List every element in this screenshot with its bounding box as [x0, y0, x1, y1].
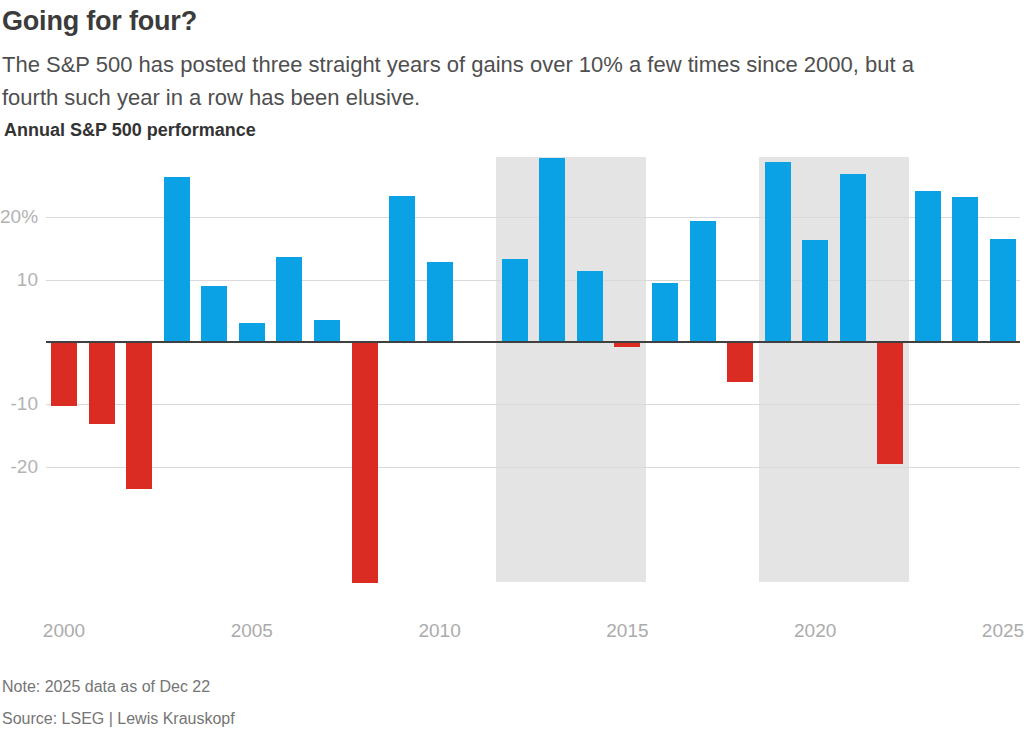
gridline-20 — [46, 217, 1020, 218]
bar-2002 — [126, 343, 152, 489]
y-tick-label-20: 20% — [0, 207, 38, 227]
gridline-10 — [46, 280, 1020, 281]
bar-2016 — [652, 283, 678, 342]
y-tick-label-10: 10 — [0, 270, 38, 290]
bar-2007 — [314, 320, 340, 342]
bar-2025 — [990, 239, 1016, 342]
x-tick-label-2020: 2020 — [770, 620, 860, 642]
bar-2022 — [877, 343, 903, 464]
bar-2021 — [840, 174, 866, 342]
bar-2000 — [51, 343, 77, 406]
gridline--10 — [46, 404, 1020, 405]
bar-2009 — [389, 196, 415, 343]
chart-figure: Going for four? The S&P 500 has posted t… — [0, 0, 1024, 733]
chart-title: Going for four? — [2, 6, 197, 37]
plot-area — [46, 155, 1020, 582]
gridline--20 — [46, 467, 1020, 468]
bar-2006 — [276, 257, 302, 342]
bar-2012 — [502, 259, 528, 343]
bar-2014 — [577, 271, 603, 342]
bar-2020 — [802, 240, 828, 342]
y-tick-label--20: -20 — [0, 457, 38, 477]
chart-axis-heading: Annual S&P 500 performance — [4, 120, 256, 141]
x-tick-label-2005: 2005 — [207, 620, 297, 642]
bar-2018 — [727, 343, 753, 382]
bar-2004 — [201, 286, 227, 342]
chart-note: Note: 2025 data as of Dec 22 — [2, 678, 210, 696]
highlight-band-1 — [496, 157, 646, 582]
chart-source: Source: LSEG | Lewis Krauskopf — [2, 710, 235, 728]
bar-2015 — [614, 343, 640, 347]
bar-2005 — [239, 323, 265, 342]
bar-2019 — [765, 162, 791, 342]
x-tick-label-2015: 2015 — [582, 620, 672, 642]
bar-2024 — [952, 197, 978, 342]
x-tick-label-2010: 2010 — [395, 620, 485, 642]
y-tick-label--10: -10 — [0, 394, 38, 414]
chart-subtitle: The S&P 500 has posted three straight ye… — [2, 48, 1016, 114]
bar-2010 — [427, 262, 453, 342]
bar-2001 — [89, 343, 115, 424]
bar-2023 — [915, 191, 941, 342]
x-tick-label-2025: 2025 — [958, 620, 1024, 642]
bar-2008 — [352, 343, 378, 583]
x-tick-label-2000: 2000 — [19, 620, 109, 642]
zero-baseline — [46, 341, 1020, 343]
bar-2013 — [539, 158, 565, 343]
bar-2017 — [690, 221, 716, 342]
bar-2003 — [164, 177, 190, 342]
